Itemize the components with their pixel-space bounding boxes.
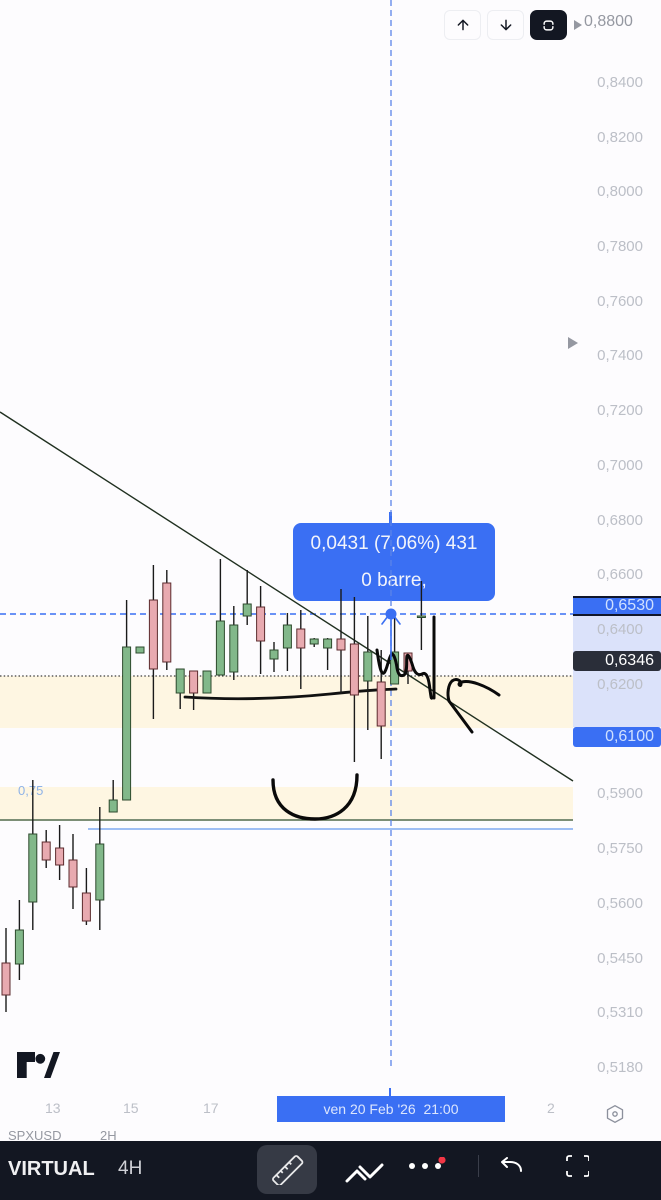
svg-text:0,75: 0,75	[18, 783, 43, 798]
